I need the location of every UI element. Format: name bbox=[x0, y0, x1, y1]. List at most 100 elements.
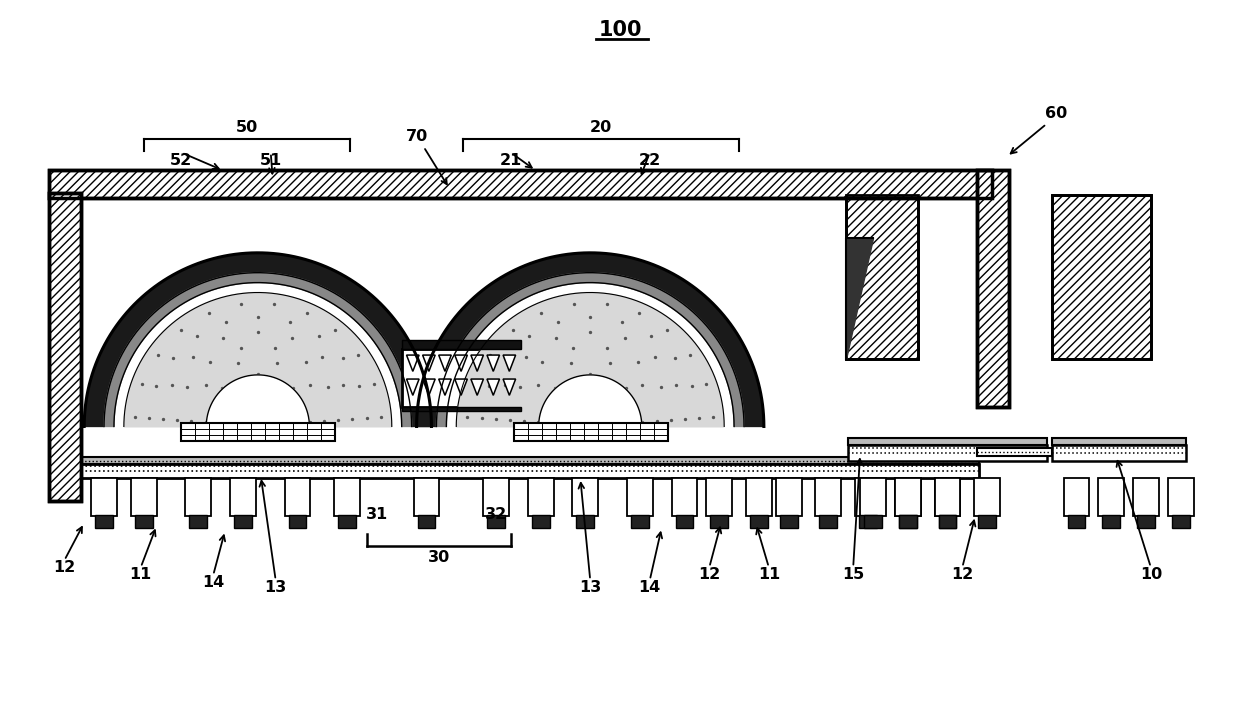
Bar bbox=[1168, 478, 1194, 516]
Bar bbox=[402, 340, 521, 349]
Bar bbox=[339, 515, 356, 528]
Polygon shape bbox=[471, 379, 484, 395]
Text: 50: 50 bbox=[236, 120, 258, 135]
Text: 11: 11 bbox=[758, 567, 780, 582]
Polygon shape bbox=[84, 253, 432, 427]
Text: 70: 70 bbox=[405, 128, 428, 143]
Bar bbox=[1052, 195, 1151, 359]
Bar bbox=[627, 478, 652, 516]
Bar bbox=[856, 478, 880, 516]
Bar bbox=[186, 478, 211, 516]
Polygon shape bbox=[487, 379, 500, 395]
Bar bbox=[513, 424, 667, 442]
Polygon shape bbox=[538, 375, 642, 427]
Bar bbox=[231, 478, 255, 516]
Bar bbox=[418, 515, 435, 528]
Polygon shape bbox=[471, 355, 484, 371]
Bar bbox=[91, 478, 117, 516]
Bar bbox=[816, 478, 841, 516]
Bar bbox=[190, 515, 207, 528]
Text: 10: 10 bbox=[1140, 567, 1162, 582]
Bar bbox=[935, 478, 960, 516]
Bar bbox=[1137, 515, 1154, 528]
Bar bbox=[402, 407, 521, 411]
Bar bbox=[846, 195, 918, 359]
Bar bbox=[1068, 515, 1085, 528]
Polygon shape bbox=[456, 293, 724, 427]
Bar bbox=[135, 515, 153, 528]
Bar bbox=[81, 457, 980, 464]
Text: 100: 100 bbox=[598, 19, 642, 39]
Polygon shape bbox=[487, 355, 500, 371]
Polygon shape bbox=[407, 355, 419, 371]
Bar bbox=[859, 515, 877, 528]
Bar bbox=[1099, 478, 1125, 516]
Text: 13: 13 bbox=[264, 580, 286, 595]
Polygon shape bbox=[503, 355, 516, 371]
Bar bbox=[573, 478, 598, 516]
Bar bbox=[487, 515, 505, 528]
Bar bbox=[631, 515, 649, 528]
Bar bbox=[532, 515, 549, 528]
Bar bbox=[50, 171, 992, 199]
Polygon shape bbox=[206, 375, 310, 427]
Bar bbox=[977, 171, 1009, 407]
Bar bbox=[935, 478, 960, 516]
Bar bbox=[1064, 478, 1089, 516]
Text: 20: 20 bbox=[590, 120, 613, 135]
Bar bbox=[864, 515, 882, 528]
Bar bbox=[285, 478, 310, 516]
Bar bbox=[711, 515, 728, 528]
Bar bbox=[776, 478, 801, 516]
Bar bbox=[820, 515, 837, 528]
Bar bbox=[528, 478, 553, 516]
Bar bbox=[846, 195, 918, 359]
Bar bbox=[861, 478, 885, 516]
Text: 14: 14 bbox=[202, 575, 224, 590]
Bar bbox=[1052, 438, 1185, 445]
Text: 22: 22 bbox=[639, 153, 661, 168]
Bar bbox=[95, 515, 113, 528]
Bar bbox=[414, 478, 439, 516]
Bar bbox=[672, 478, 697, 516]
Text: 14: 14 bbox=[639, 580, 661, 595]
Bar bbox=[1172, 515, 1189, 528]
Text: 11: 11 bbox=[130, 567, 151, 582]
Polygon shape bbox=[455, 379, 467, 395]
Bar bbox=[977, 171, 1009, 407]
Polygon shape bbox=[423, 379, 435, 395]
Bar bbox=[939, 515, 956, 528]
Bar bbox=[746, 478, 771, 516]
Bar bbox=[899, 515, 916, 528]
Bar bbox=[234, 515, 252, 528]
Polygon shape bbox=[417, 253, 764, 427]
Text: 13: 13 bbox=[579, 580, 601, 595]
Bar bbox=[848, 445, 1047, 461]
Bar bbox=[676, 515, 693, 528]
Bar bbox=[335, 478, 360, 516]
Bar bbox=[1102, 515, 1120, 528]
Bar bbox=[50, 194, 81, 501]
Polygon shape bbox=[436, 272, 744, 427]
Bar bbox=[50, 171, 992, 199]
Bar bbox=[977, 448, 1052, 456]
Bar bbox=[81, 464, 980, 478]
Text: 60: 60 bbox=[1045, 106, 1068, 121]
Bar bbox=[289, 515, 306, 528]
Polygon shape bbox=[439, 379, 451, 395]
Polygon shape bbox=[124, 293, 392, 427]
Bar bbox=[1052, 195, 1151, 359]
Bar bbox=[848, 438, 1047, 445]
Bar bbox=[577, 515, 594, 528]
Text: 12: 12 bbox=[951, 567, 973, 582]
Bar bbox=[181, 424, 335, 442]
Bar bbox=[939, 515, 956, 528]
Bar bbox=[750, 515, 768, 528]
Bar bbox=[130, 478, 156, 516]
Text: 52: 52 bbox=[170, 153, 192, 168]
Bar bbox=[975, 478, 999, 516]
Text: 15: 15 bbox=[842, 567, 864, 582]
Polygon shape bbox=[104, 272, 412, 427]
Text: 51: 51 bbox=[259, 153, 281, 168]
Text: 21: 21 bbox=[500, 153, 522, 168]
